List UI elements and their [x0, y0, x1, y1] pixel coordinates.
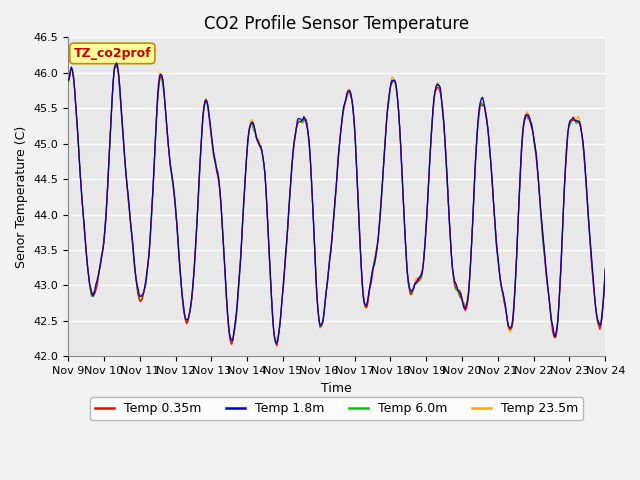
Text: TZ_co2prof: TZ_co2prof	[74, 47, 151, 60]
Legend: Temp 0.35m, Temp 1.8m, Temp 6.0m, Temp 23.5m: Temp 0.35m, Temp 1.8m, Temp 6.0m, Temp 2…	[90, 397, 584, 420]
Title: CO2 Profile Sensor Temperature: CO2 Profile Sensor Temperature	[204, 15, 469, 33]
X-axis label: Time: Time	[321, 382, 352, 395]
Y-axis label: Senor Temperature (C): Senor Temperature (C)	[15, 126, 28, 268]
